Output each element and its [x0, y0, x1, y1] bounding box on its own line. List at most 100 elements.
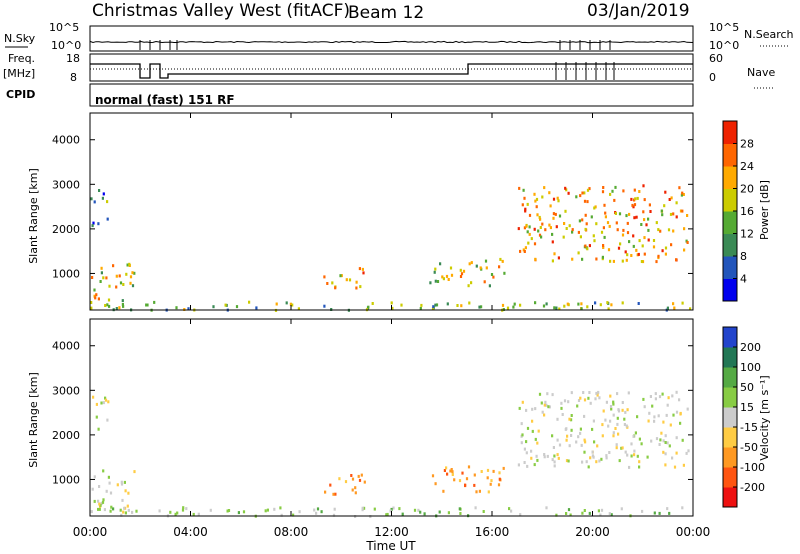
data-cell: [678, 186, 681, 190]
colorbar-swatch: [723, 327, 737, 348]
data-cell: [632, 434, 635, 438]
data-cell: [459, 268, 462, 272]
data-cell: [617, 246, 621, 250]
data-cell: [146, 303, 149, 307]
data-cell: [528, 232, 531, 236]
data-cell: [642, 184, 645, 188]
data-cell: [122, 304, 125, 308]
data-cell: [506, 306, 510, 310]
data-cell: [637, 302, 640, 305]
data-cell: [285, 301, 288, 305]
data-cell: [543, 455, 546, 459]
data-cell: [520, 441, 523, 445]
data-cell: [655, 221, 658, 225]
data-cell: [602, 246, 605, 249]
data-cell: [526, 464, 529, 468]
data-cell: [227, 509, 231, 512]
colorbar-swatch: [723, 447, 737, 468]
data-cell: [668, 198, 671, 201]
data-cell: [685, 451, 688, 455]
data-cell: [417, 508, 420, 512]
data-cell: [601, 434, 604, 438]
data-cell: [618, 212, 622, 216]
data-cell: [334, 492, 337, 496]
data-cell: [679, 411, 682, 415]
data-cell: [490, 273, 494, 276]
data-cell: [120, 482, 124, 486]
data-cell: [689, 307, 692, 311]
data-cell: [502, 466, 505, 470]
data-cell: [565, 512, 568, 515]
data-cell: [653, 415, 656, 419]
data-cell: [609, 192, 612, 196]
data-cell: [585, 222, 588, 226]
data-cell: [112, 507, 115, 511]
data-cell: [441, 275, 444, 279]
data-cell: [605, 454, 608, 458]
data-cell: [658, 443, 661, 446]
data-cell: [551, 393, 554, 397]
data-cell: [451, 473, 454, 476]
data-cell: [119, 508, 122, 512]
data-cell: [503, 271, 506, 275]
data-cell: [547, 405, 550, 409]
data-cell: [90, 197, 93, 201]
data-cell: [289, 302, 292, 306]
data-cell: [555, 225, 558, 229]
data-cell: [124, 489, 127, 493]
data-cell: [91, 276, 94, 279]
data-cell: [576, 404, 579, 408]
data-cell: [673, 306, 676, 310]
data-cell: [666, 403, 669, 407]
data-cell: [612, 259, 615, 263]
data-cell: [606, 221, 610, 225]
colorbar-swatch: [723, 121, 737, 144]
data-cell: [625, 258, 628, 262]
data-cell: [359, 285, 362, 289]
data-cell: [487, 490, 490, 494]
data-cell: [145, 303, 148, 307]
data-cell: [643, 405, 646, 409]
data-cell: [628, 465, 631, 469]
cpid-text: normal (fast) 151 RF: [95, 93, 235, 107]
data-cell: [478, 305, 481, 309]
data-cell: [333, 507, 336, 511]
data-cell: [129, 275, 133, 279]
data-cell: [647, 419, 650, 423]
data-cell: [551, 232, 554, 236]
data-cell: [552, 446, 555, 449]
data-cell: [98, 507, 101, 511]
x-axis-label: Time UT: [365, 539, 416, 553]
data-cell: [565, 459, 569, 463]
data-cell: [584, 440, 587, 444]
data-cell: [391, 306, 394, 310]
data-cell: [583, 509, 586, 512]
nsky-tick-high: 10^5: [49, 21, 79, 34]
y-tick-label: 1000: [52, 473, 80, 486]
data-cell: [566, 434, 569, 438]
data-cell: [558, 443, 562, 447]
data-cell: [615, 443, 618, 447]
data-cell: [226, 509, 229, 513]
data-cell: [620, 507, 623, 511]
data-cell: [657, 254, 660, 258]
data-cell: [447, 511, 450, 515]
data-cell: [612, 431, 615, 435]
data-cell: [648, 411, 651, 415]
data-cell: [556, 196, 559, 200]
data-cell: [543, 186, 546, 190]
data-cell: [323, 304, 326, 308]
data-cell: [626, 453, 629, 457]
data-cell: [586, 305, 589, 309]
colorbar-tick-label: -50: [740, 441, 758, 454]
data-cell: [609, 259, 612, 263]
data-cell: [456, 304, 459, 307]
data-cell: [371, 302, 374, 305]
velocity-panel: 1000 2000 3000 4000 Slant Range [km] 200 100…: [27, 318, 771, 518]
x-tick-label: 04:00: [173, 525, 208, 539]
data-cell: [560, 401, 563, 405]
data-cell: [612, 400, 615, 404]
data-cell: [492, 275, 495, 279]
data-cell: [401, 512, 404, 516]
data-cell: [123, 506, 126, 510]
